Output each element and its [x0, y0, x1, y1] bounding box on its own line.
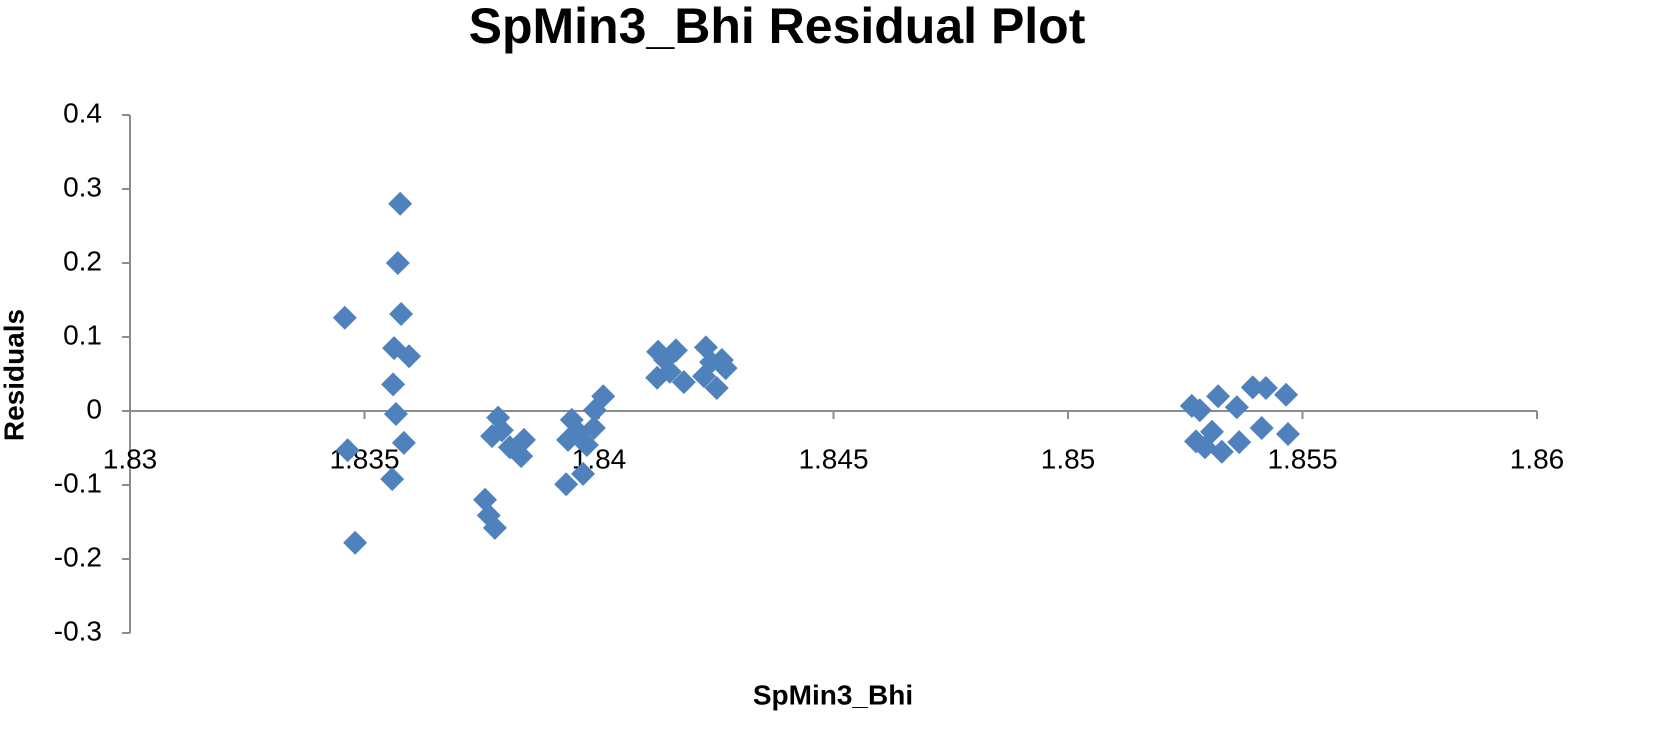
x-tick-label: 1.83: [103, 443, 158, 474]
point: [671, 370, 696, 395]
point: [1206, 384, 1231, 409]
point: [574, 433, 599, 458]
y-tick-label: -0.1: [54, 467, 102, 498]
point: [332, 305, 357, 330]
point: [1240, 375, 1265, 400]
point: [1253, 376, 1278, 401]
point: [509, 444, 534, 469]
point: [1224, 395, 1249, 420]
point: [1274, 382, 1299, 407]
y-tick-label: -0.3: [54, 615, 102, 646]
y-tick-label: 0.1: [63, 319, 102, 350]
point: [397, 344, 422, 369]
y-tick-label: 0.2: [63, 245, 102, 276]
point: [1199, 419, 1224, 444]
point: [591, 384, 616, 409]
y-tick-label: 0.4: [63, 97, 102, 128]
point: [482, 515, 507, 540]
point: [713, 356, 738, 381]
x-axis-label: SpMin3_Bhi: [753, 679, 913, 710]
point: [554, 472, 579, 497]
point: [381, 372, 406, 397]
point: [1275, 421, 1300, 446]
point: [1187, 398, 1212, 423]
y-axis-label: Residuals: [0, 309, 29, 441]
y-tick-label: -0.2: [54, 541, 102, 572]
point: [385, 251, 410, 275]
x-tick-label: 1.855: [1267, 443, 1337, 474]
y-tick-label: 0.3: [63, 171, 102, 202]
point: [657, 359, 682, 384]
chart-title: SpMin3_Bhi Residual Plot: [469, 0, 1086, 54]
point: [511, 427, 536, 452]
x-tick-label: 1.86: [1510, 443, 1565, 474]
point: [388, 191, 413, 216]
point: [343, 530, 368, 555]
point: [581, 416, 606, 441]
point: [335, 438, 360, 463]
point: [704, 376, 729, 401]
point: [389, 302, 414, 327]
point: [1209, 439, 1234, 464]
point: [383, 401, 408, 426]
point: [489, 418, 514, 443]
point: [1227, 430, 1252, 455]
point: [391, 430, 416, 455]
point: [663, 338, 688, 363]
point: [571, 461, 596, 486]
x-tick-label: 1.845: [798, 443, 868, 474]
point: [692, 364, 717, 389]
point: [380, 467, 405, 492]
point: [1249, 416, 1274, 441]
x-tick-label: 1.85: [1041, 443, 1096, 474]
y-tick-label: 0: [86, 393, 102, 424]
